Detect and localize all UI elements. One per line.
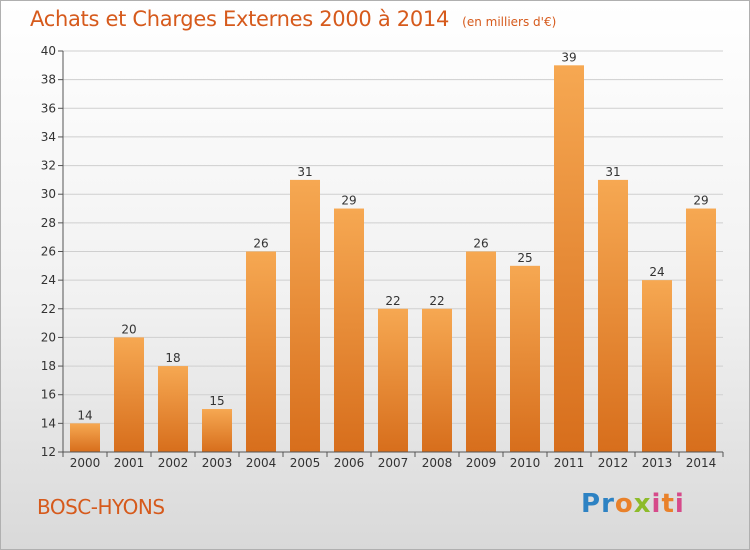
x-tick-label: 2003 [202, 456, 233, 470]
chart-title-main: Achats et Charges Externes 2000 à 2014 [30, 7, 450, 31]
bar [158, 366, 188, 452]
bar [202, 409, 232, 452]
y-tick-label: 16 [41, 388, 56, 402]
y-tick-label: 40 [41, 44, 56, 58]
data-label: 14 [77, 408, 92, 422]
bar [378, 308, 408, 452]
x-tick-label: 2013 [642, 456, 673, 470]
bar-chart: 14 20 18 15 26 31 29 22 22 26 25 39 31 24 29 12 14 16 18 2… [41, 44, 724, 470]
data-label: 15 [209, 394, 224, 408]
bar [642, 280, 672, 452]
bar [246, 251, 276, 452]
x-tick-label: 2011 [554, 456, 585, 470]
bar [114, 337, 144, 452]
data-label: 39 [561, 50, 576, 64]
commune-name: BOSC-HYONS [37, 495, 165, 519]
x-tick-label: 2009 [466, 456, 497, 470]
chart-title-unit: (en milliers d'€) [462, 15, 557, 29]
bar [290, 179, 320, 452]
y-tick-label: 30 [41, 187, 56, 201]
x-tick-label: 2014 [686, 456, 717, 470]
y-tick-label: 28 [41, 216, 56, 230]
data-label: 18 [165, 351, 180, 365]
bar [510, 265, 540, 452]
x-tick-label: 2004 [246, 456, 277, 470]
chart-title: Achats et Charges Externes 2000 à 2014 (… [30, 7, 556, 31]
data-label: 31 [605, 165, 620, 179]
x-tick-label: 2001 [114, 456, 145, 470]
bar [686, 208, 716, 452]
bar [554, 65, 584, 453]
y-tick-label: 24 [41, 273, 56, 287]
x-tick-label: 2002 [158, 456, 189, 470]
data-label: 24 [649, 265, 664, 279]
data-label: 29 [693, 194, 708, 208]
data-label: 29 [341, 194, 356, 208]
data-label: 26 [473, 237, 488, 251]
x-tick-label: 2005 [290, 456, 321, 470]
y-tick-label: 36 [41, 101, 56, 115]
y-tick-label: 38 [41, 73, 56, 87]
data-label: 25 [517, 251, 532, 265]
data-label: 22 [429, 294, 444, 308]
y-tick-label: 20 [41, 330, 56, 344]
bar [334, 208, 364, 452]
y-tick-label: 26 [41, 245, 56, 259]
y-tick-label: 18 [41, 359, 56, 373]
x-tick-label: 2006 [334, 456, 365, 470]
y-tick-label: 14 [41, 416, 56, 430]
x-tick-label: 2010 [510, 456, 541, 470]
y-tick-label: 22 [41, 302, 56, 316]
bar [70, 423, 100, 452]
bar [598, 179, 628, 452]
y-tick-label: 32 [41, 159, 56, 173]
bar [466, 251, 496, 452]
y-tick-label: 12 [41, 445, 56, 459]
x-tick-label: 2012 [598, 456, 629, 470]
bar [422, 308, 452, 452]
data-label: 26 [253, 237, 268, 251]
x-tick-label: 2008 [422, 456, 453, 470]
x-tick-label: 2000 [70, 456, 101, 470]
data-label: 31 [297, 165, 312, 179]
proxiti-logo: Proxiti [581, 489, 685, 519]
data-label: 22 [385, 294, 400, 308]
x-tick-label: 2007 [378, 456, 409, 470]
data-label: 20 [121, 322, 136, 336]
y-tick-label: 34 [41, 130, 56, 144]
